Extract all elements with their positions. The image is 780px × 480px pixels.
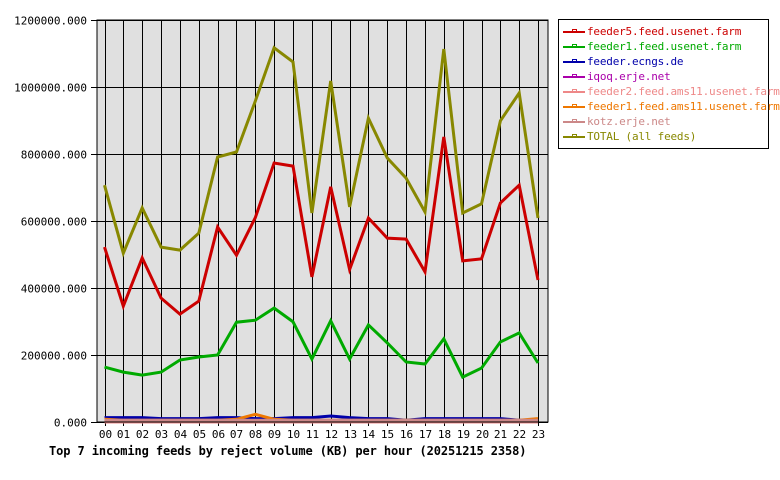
- legend-label: iqoq.erje.net: [587, 70, 671, 83]
- legend-line-icon: [563, 42, 585, 52]
- series-line: [103, 136, 540, 316]
- legend-label: feeder.ecngs.de: [587, 55, 684, 68]
- x-tick-label: 03: [155, 428, 168, 441]
- x-tick-label: 10: [287, 428, 300, 441]
- legend-line-icon: [563, 132, 585, 142]
- x-tick-label: 15: [381, 428, 394, 441]
- x-tick-label: 16: [400, 428, 413, 441]
- y-tick-label: 1000000.000: [14, 82, 87, 95]
- legend-line-icon: [563, 117, 585, 127]
- x-tick-label: 01: [117, 428, 130, 441]
- legend-item: feeder1.feed.usenet.farm: [563, 39, 768, 54]
- x-tick-label: 05: [193, 428, 206, 441]
- legend-item: feeder.ecngs.de: [563, 54, 768, 69]
- legend-item: TOTAL (all feeds): [563, 129, 768, 144]
- x-tick-label: 17: [419, 428, 432, 441]
- legend: feeder5.feed.usenet.farm feeder1.feed.use…: [558, 19, 780, 149]
- legend-item: feeder5.feed.usenet.farm: [563, 24, 768, 39]
- x-tick-label: 20: [476, 428, 489, 441]
- y-tick-label: 800000.000: [21, 149, 87, 162]
- y-tick-label: 400000.000: [21, 283, 87, 296]
- y-tick-label: 1200000.000: [14, 15, 87, 28]
- grid-lines: [91, 20, 548, 426]
- x-tick-label: 23: [532, 428, 545, 441]
- x-tick-label: 04: [174, 428, 188, 441]
- x-tick-label: 11: [306, 428, 319, 441]
- x-tick-label: 08: [249, 428, 262, 441]
- x-tick-label: 09: [268, 428, 281, 441]
- legend-label: kotz.erje.net: [587, 115, 671, 128]
- x-tick-label: 21: [494, 428, 507, 441]
- legend-line-icon: [563, 57, 585, 67]
- legend-label: feeder5.feed.usenet.farm: [587, 25, 742, 38]
- series-line: [104, 306, 540, 380]
- series-line: [104, 414, 538, 422]
- x-tick-label: 02: [136, 428, 149, 441]
- legend-item: iqoq.erje.net: [563, 69, 768, 84]
- x-tick-label: 19: [457, 428, 470, 441]
- x-tick-label: 18: [438, 428, 451, 441]
- legend-line-icon: [563, 102, 585, 112]
- x-axis-ticks: 00 01 02 03 04 05 06 07 08 09 10 11 12 13 14 15 16 17 18 19…: [99, 428, 545, 441]
- legend-line-icon: [563, 87, 585, 97]
- x-tick-label: 22: [513, 428, 526, 441]
- x-tick-label: 12: [325, 428, 338, 441]
- y-tick-label: 0.000: [54, 417, 87, 430]
- x-tick-label: 13: [344, 428, 357, 441]
- y-axis-ticks: 0.000 200000.000 400000.000 600000.000 80000…: [14, 15, 87, 430]
- legend-line-icon: [563, 27, 585, 37]
- plot-frame: [96, 19, 549, 423]
- legend-item: kotz.erje.net: [563, 114, 768, 129]
- x-tick-label: 00: [99, 428, 112, 441]
- y-tick-label: 600000.000: [21, 216, 87, 229]
- x-tick-label: 07: [230, 428, 243, 441]
- x-tick-label: 14: [362, 428, 376, 441]
- legend-label: feeder1.feed.ams11.usenet.farm: [587, 100, 780, 113]
- x-tick-label: 06: [212, 428, 225, 441]
- legend-item: feeder1.feed.ams11.usenet.farm: [563, 99, 780, 114]
- chart-title: Top 7 incoming feeds by reject volume (K…: [49, 444, 527, 458]
- legend-item: feeder2.feed.ams11.usenet.farm: [563, 84, 780, 99]
- legend-label: TOTAL (all feeds): [587, 130, 697, 143]
- legend-line-icon: [563, 72, 585, 82]
- y-tick-label: 200000.000: [21, 350, 87, 363]
- series-line: [103, 45, 540, 258]
- legend-label: feeder2.feed.ams11.usenet.farm: [587, 85, 780, 98]
- legend-label: feeder1.feed.usenet.farm: [587, 40, 742, 53]
